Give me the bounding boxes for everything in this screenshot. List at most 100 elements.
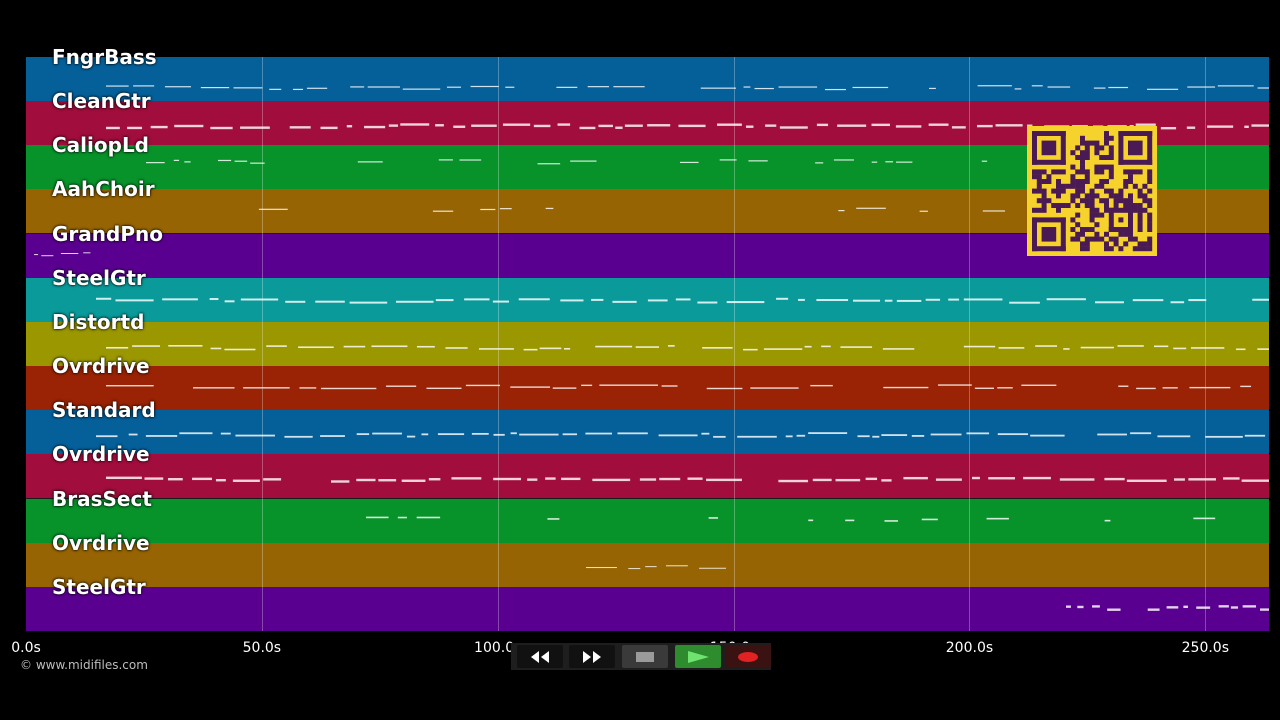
note-mark — [951, 126, 966, 129]
qr-module — [1137, 207, 1143, 213]
note-mark — [1260, 608, 1269, 611]
note-mark — [150, 125, 168, 129]
note-layer — [34, 85, 1269, 611]
track-label: FngrBass — [52, 45, 157, 69]
note-mark — [779, 126, 808, 129]
note-mark — [34, 254, 39, 256]
qr-module — [1099, 155, 1105, 160]
qr-module — [1113, 203, 1119, 208]
qr-module — [1032, 246, 1066, 252]
qr-module — [1041, 169, 1047, 175]
qr-module — [1060, 217, 1066, 252]
note-mark — [816, 299, 849, 302]
note-mark — [1189, 386, 1231, 389]
record-button[interactable] — [725, 645, 771, 668]
rewind-button[interactable] — [517, 645, 563, 668]
qr-module — [1137, 193, 1143, 199]
note-mark — [470, 85, 499, 88]
note-mark — [289, 126, 311, 129]
qr-module — [1089, 217, 1095, 223]
note-mark — [492, 300, 509, 303]
note-mark — [639, 478, 657, 481]
note-mark — [537, 163, 561, 165]
qr-module — [1147, 222, 1153, 228]
note-mark — [911, 435, 925, 437]
note-mark — [675, 298, 691, 301]
qr-module — [1041, 140, 1057, 156]
qr-module — [1036, 179, 1042, 184]
track-label: SteelGtr — [52, 574, 146, 599]
note-mark — [545, 207, 554, 210]
note-mark — [986, 517, 1009, 520]
note-mark — [896, 299, 922, 302]
note-mark — [852, 299, 881, 302]
play-button[interactable] — [675, 645, 721, 668]
qr-module — [1070, 236, 1076, 242]
note-mark — [266, 345, 287, 347]
note-mark — [173, 159, 180, 161]
record-icon — [738, 651, 758, 662]
note-mark — [884, 299, 893, 302]
qr-code — [1027, 126, 1157, 256]
note-mark — [371, 345, 408, 348]
note-mark — [96, 297, 112, 300]
note-mark — [1235, 348, 1246, 351]
track-label: GrandPno — [52, 221, 163, 246]
note-mark — [1240, 385, 1252, 388]
note-mark — [562, 433, 578, 436]
qr-module — [1147, 227, 1153, 232]
note-mark — [505, 86, 515, 88]
qr-module — [1084, 174, 1090, 180]
note-mark — [330, 480, 350, 483]
note-mark — [615, 126, 623, 129]
note-mark — [808, 432, 848, 435]
note-mark — [397, 516, 407, 519]
note-mark — [919, 210, 928, 212]
note-mark — [1187, 86, 1216, 88]
note-mark — [963, 345, 996, 348]
note-mark — [745, 125, 754, 128]
note-mark — [776, 297, 789, 300]
note-mark — [816, 123, 829, 127]
note-mark — [833, 159, 854, 161]
qr-module — [1080, 159, 1085, 165]
note-mark — [1080, 346, 1114, 349]
qr-module — [1056, 193, 1061, 199]
note-mark — [133, 85, 155, 87]
stop-button[interactable] — [622, 645, 668, 668]
note-mark — [1046, 298, 1086, 301]
qr-module — [1084, 236, 1090, 242]
note-mark — [1092, 605, 1100, 608]
note-mark — [1205, 435, 1243, 438]
qr-module — [1142, 193, 1148, 199]
note-mark — [857, 435, 870, 438]
note-mark — [164, 86, 192, 88]
note-mark — [1230, 606, 1239, 609]
note-mark — [1241, 479, 1269, 482]
note-mark — [184, 161, 191, 163]
qr-module — [1147, 131, 1153, 165]
note-mark — [598, 124, 613, 128]
qr-module — [1108, 193, 1114, 199]
note-mark — [647, 299, 668, 302]
note-mark — [406, 435, 416, 438]
qr-module — [1070, 150, 1076, 156]
qr-module — [1142, 207, 1148, 213]
fast-forward-button[interactable] — [569, 645, 615, 668]
note-mark — [737, 435, 777, 438]
note-mark — [883, 386, 929, 389]
note-mark — [840, 346, 873, 348]
note-mark — [1193, 517, 1216, 520]
qr-module — [1075, 193, 1081, 199]
qr-module — [1137, 188, 1143, 194]
note-mark — [499, 208, 512, 210]
qr-module — [1108, 155, 1114, 160]
note-mark — [647, 124, 671, 127]
qr-module — [1036, 183, 1042, 189]
qr-module — [1147, 188, 1153, 194]
note-mark — [356, 433, 370, 436]
note-mark — [635, 346, 660, 348]
qr-module — [1051, 169, 1057, 175]
qr-module — [1070, 193, 1076, 199]
note-mark — [1104, 519, 1111, 522]
